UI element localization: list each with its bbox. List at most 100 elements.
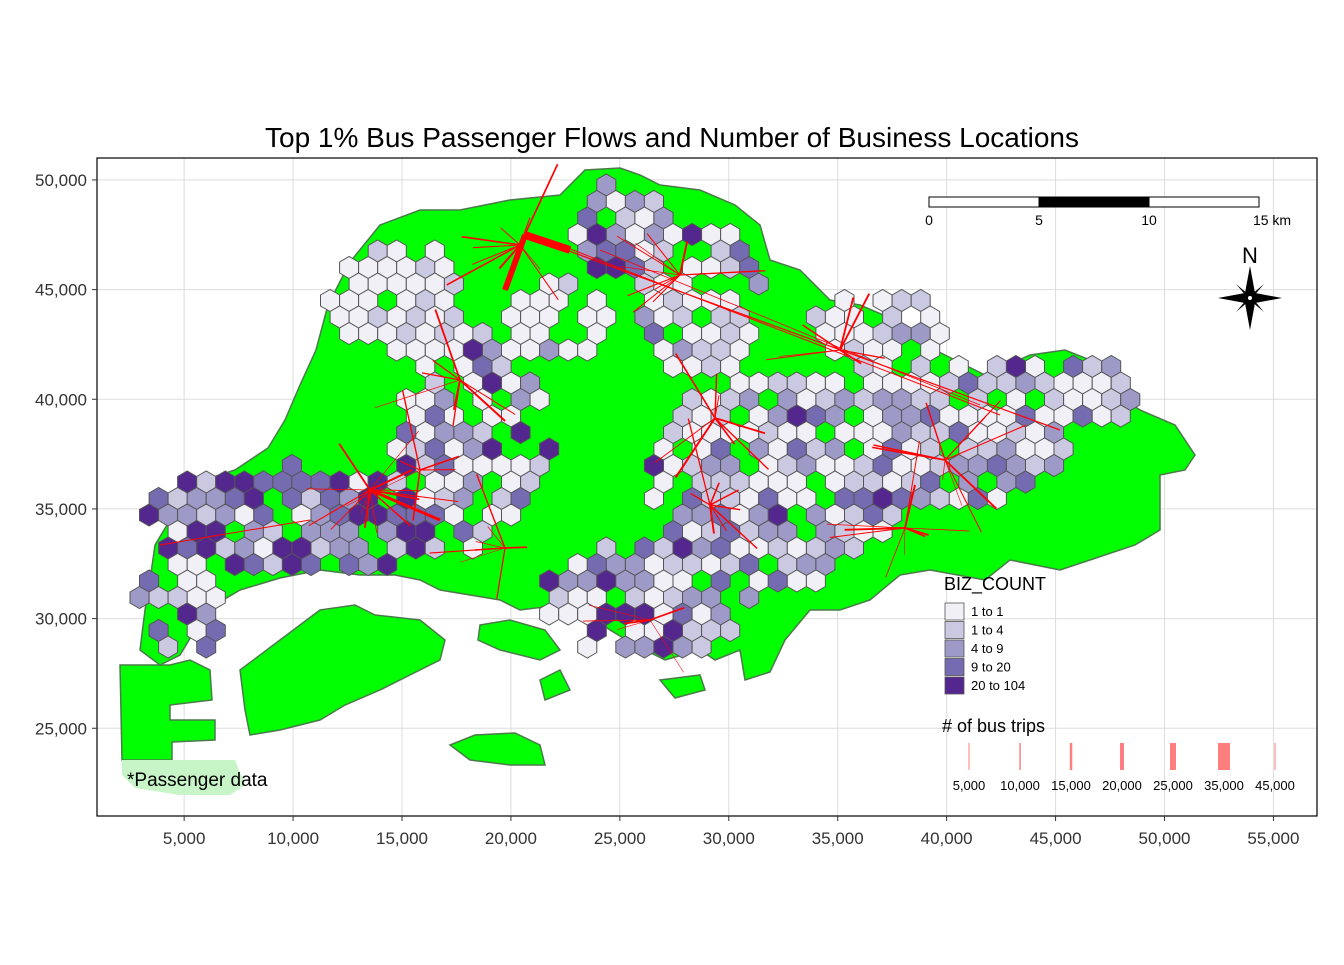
legend-biz-count: BIZ_COUNT 1 to 1 1 to 4 4 to 9 9 to 20 20 to… — [944, 574, 1046, 694]
tuas-land — [120, 660, 215, 760]
hex-cell — [702, 356, 721, 378]
legend-trip-label: 15,000 — [1051, 778, 1091, 793]
legend-biz-swatch — [945, 622, 964, 639]
hex-cell — [1111, 405, 1130, 427]
hex-cell — [683, 224, 702, 246]
hex-cell — [406, 537, 425, 559]
legend-biz-label: 20 to 104 — [971, 678, 1025, 693]
legend-biz-title: BIZ_COUNT — [944, 574, 1046, 595]
legend-trip-label: 10,000 — [1000, 778, 1040, 793]
legend-trip-bar — [1120, 743, 1124, 770]
legend-trips-title: # of bus trips — [942, 716, 1045, 736]
hex-cell — [654, 636, 673, 658]
jurong-island — [240, 605, 445, 735]
hex-cell — [702, 257, 721, 279]
hex-cell — [644, 488, 663, 510]
legend-biz-label: 1 to 1 — [971, 604, 1004, 619]
hex-cell — [559, 339, 578, 361]
legend-biz-swatch — [945, 677, 964, 694]
hex-cell — [1092, 405, 1111, 427]
hex-cell — [683, 356, 702, 378]
hex-cell — [159, 636, 178, 658]
scale-label-5: 5 — [1035, 212, 1043, 228]
legend-trip-label: 20,000 — [1102, 778, 1142, 793]
legend-trip-bar — [1070, 743, 1073, 770]
legend-biz-swatch — [945, 640, 964, 657]
hex-cell — [1073, 405, 1092, 427]
hex-cell — [540, 603, 559, 625]
legend-trip-bar — [1218, 743, 1230, 770]
hex-cell — [197, 636, 216, 658]
hex-cell — [721, 620, 740, 642]
x-tick-label: 5,000 — [163, 829, 206, 848]
x-tick-label: 40,000 — [921, 829, 973, 848]
hex-cell — [749, 273, 768, 295]
hex-cell — [502, 504, 521, 526]
north-label: N — [1242, 243, 1258, 268]
hex-cell — [692, 636, 711, 658]
x-tick-label: 25,000 — [594, 829, 646, 848]
hex-cell — [282, 554, 301, 576]
flow-line — [505, 547, 527, 548]
passenger-data-note: *Passenger data — [127, 770, 268, 791]
hex-cell — [578, 636, 597, 658]
hex-cell — [635, 636, 654, 658]
legend-biz-label: 1 to 4 — [971, 623, 1004, 638]
pasir-islet — [540, 670, 570, 700]
hex-cell — [673, 636, 692, 658]
hex-cell — [511, 422, 530, 444]
y-tick-label: 25,000 — [35, 719, 87, 738]
y-tick-label: 45,000 — [35, 281, 87, 300]
hex-cell — [130, 587, 149, 609]
x-tick-label: 20,000 — [485, 829, 537, 848]
hex-cell — [340, 554, 359, 576]
y-tick-label: 40,000 — [35, 390, 87, 409]
hex-cell — [225, 554, 244, 576]
legend-trip-bar — [969, 743, 970, 770]
x-tick-label: 15,000 — [376, 829, 428, 848]
compass-icon — [1218, 266, 1282, 330]
legend-trip-bar — [1275, 743, 1276, 770]
legend-trip-label: 25,000 — [1153, 778, 1193, 793]
x-tick-label: 30,000 — [703, 829, 755, 848]
scale-label-10: 10 — [1141, 212, 1157, 228]
hex-cell — [149, 587, 168, 609]
hex-cell — [578, 339, 597, 361]
legend-trip-label: 45,000 — [1255, 778, 1295, 793]
hex-cell — [806, 570, 825, 592]
hex-cell — [559, 603, 578, 625]
x-tick-label: 10,000 — [267, 829, 319, 848]
hex-cell — [1045, 455, 1064, 477]
sentosa-island — [478, 620, 560, 660]
x-tick-label: 45,000 — [1030, 829, 1082, 848]
hex-cell — [768, 570, 787, 592]
hex-cell — [1016, 471, 1035, 493]
legend-biz-swatch — [945, 659, 964, 676]
y-tick-label: 50,000 — [35, 171, 87, 190]
y-tick-label: 30,000 — [35, 610, 87, 629]
hex-cell — [387, 339, 406, 361]
hex-cell — [378, 554, 397, 576]
hex-cell — [949, 488, 968, 510]
hex-cell — [359, 323, 378, 345]
legend-biz-label: 4 to 9 — [971, 641, 1004, 656]
legend-bus-trips: # of bus trips 5,000 10,000 15,000 20,000 25… — [942, 716, 1295, 793]
legend-biz-label: 9 to 20 — [971, 660, 1011, 675]
marina-island — [660, 675, 705, 698]
hex-cell — [616, 636, 635, 658]
scale-segment-1 — [929, 197, 1039, 207]
hex-cell — [244, 554, 263, 576]
legend-trip-label: 5,000 — [953, 778, 986, 793]
legend-trip-label: 35,000 — [1204, 778, 1244, 793]
hex-cell — [721, 257, 740, 279]
x-tick-label: 50,000 — [1139, 829, 1191, 848]
hex-cell — [540, 339, 559, 361]
hex-cell — [845, 537, 864, 559]
southern-island — [450, 733, 545, 765]
legend-biz-swatch — [945, 603, 964, 620]
x-tick-label: 55,000 — [1247, 829, 1299, 848]
hex-cell — [263, 554, 282, 576]
